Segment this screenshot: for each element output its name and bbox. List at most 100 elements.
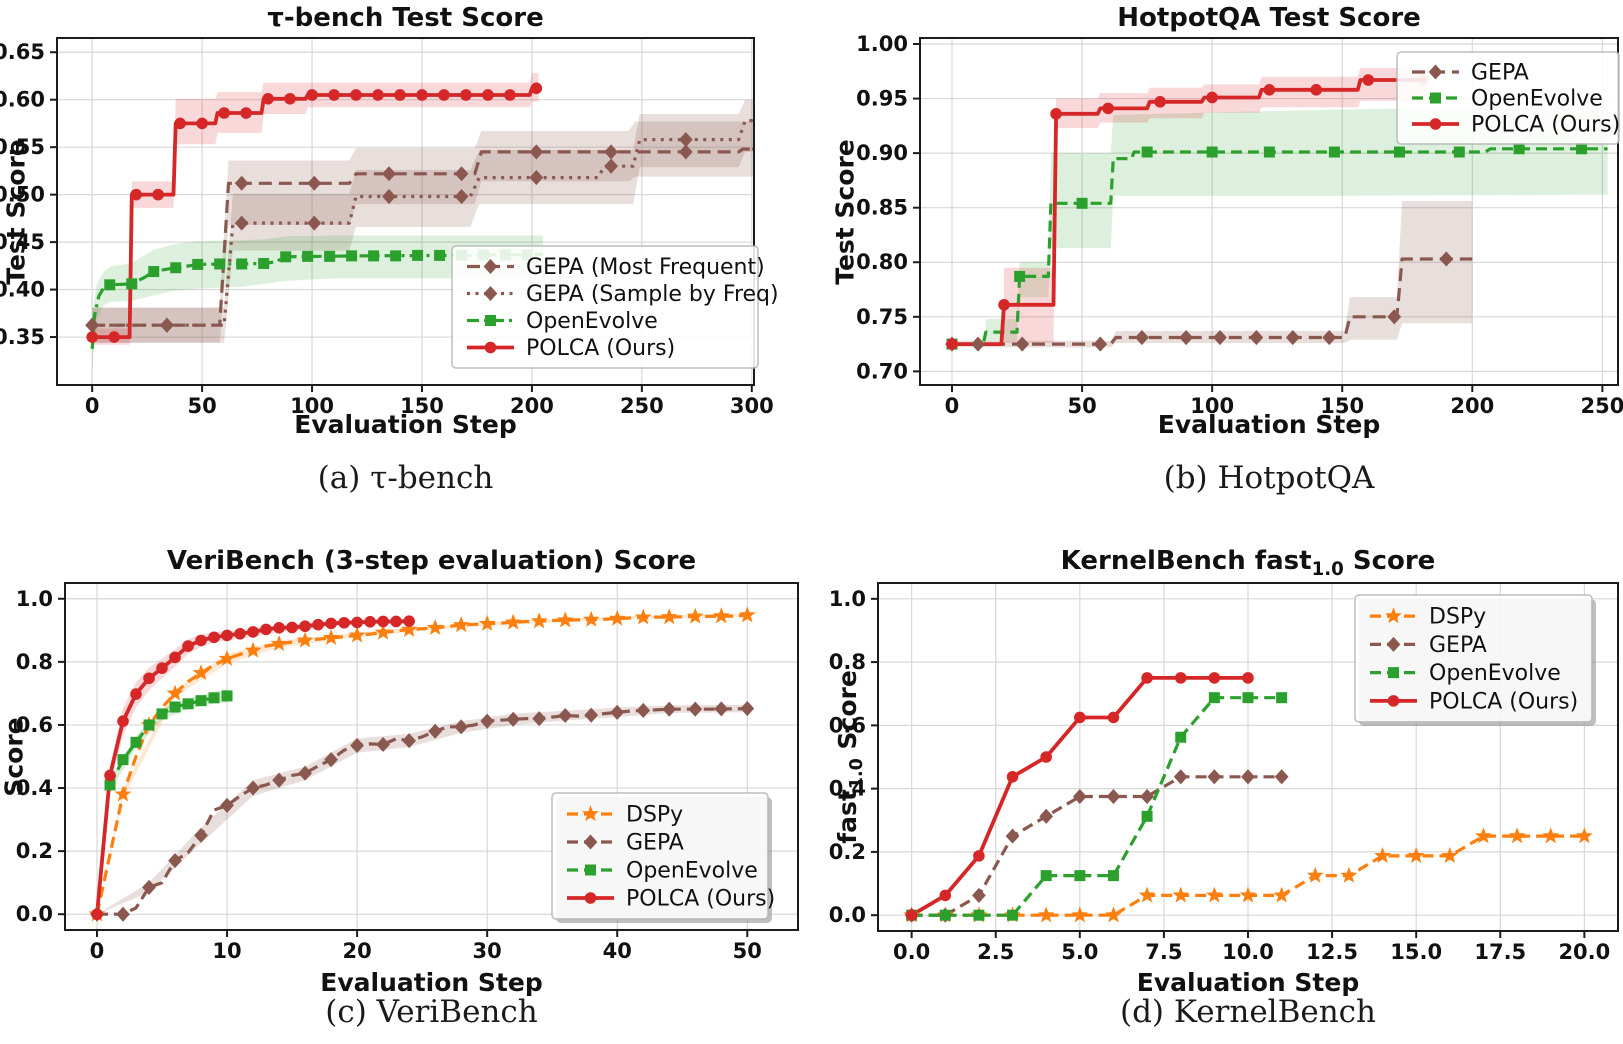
data-point-marker bbox=[1387, 309, 1402, 325]
ylabel-subscript: 1.0 bbox=[847, 758, 867, 790]
data-point-marker bbox=[1208, 672, 1221, 684]
data-point-marker bbox=[1306, 866, 1324, 883]
series-line bbox=[911, 696, 1282, 917]
y-tick-label: 0.0 bbox=[829, 903, 866, 927]
data-point-marker bbox=[1208, 692, 1220, 704]
x-tick-label: 0.0 bbox=[893, 940, 930, 964]
x-axis-label: Evaluation Step bbox=[1136, 968, 1360, 997]
series-line bbox=[92, 119, 754, 327]
series-markers bbox=[88, 606, 756, 922]
confidence-band bbox=[92, 235, 543, 370]
data-point-marker bbox=[939, 909, 951, 921]
legend-label: GEPA bbox=[626, 831, 684, 856]
x-tick-label: 17.5 bbox=[1474, 940, 1526, 964]
data-point-marker bbox=[1407, 847, 1425, 864]
data-point-marker bbox=[582, 805, 599, 822]
data-point-marker bbox=[532, 711, 547, 727]
data-point-marker bbox=[1039, 808, 1054, 824]
data-point-marker bbox=[714, 701, 729, 717]
legend-label: DSPy bbox=[1429, 605, 1486, 630]
data-point-marker bbox=[1105, 906, 1122, 923]
title-subscript: 1.0 bbox=[1311, 559, 1344, 581]
axis-ticks: 0 50 100 150 200 250 0.70 0.75 0.80 0.85 0.90 0.95 1… bbox=[856, 32, 1623, 418]
data-point-marker bbox=[460, 89, 472, 101]
legend-label: POLCA (Ours) bbox=[526, 336, 675, 361]
data-point-marker bbox=[529, 144, 544, 160]
y-tick-label: 0.65 bbox=[0, 40, 45, 64]
x-tick-label: 40 bbox=[603, 939, 632, 963]
axis-ticks: 0 50 100 150 200 250 300 0.35 0.40 0.45 0.50 0.55 0.… bbox=[0, 40, 774, 418]
data-point-marker bbox=[220, 797, 234, 813]
data-point-marker bbox=[529, 170, 544, 186]
data-point-marker bbox=[152, 188, 164, 201]
data-point-marker bbox=[1107, 711, 1120, 724]
y-tick-label: 0.80 bbox=[856, 250, 908, 274]
data-point-marker bbox=[306, 89, 318, 101]
data-point-marker bbox=[130, 736, 142, 748]
data-point-marker bbox=[156, 708, 168, 720]
x-tick-label: 200 bbox=[1450, 394, 1494, 418]
x-axis-label: Evaluation Step bbox=[1157, 410, 1381, 439]
data-point-marker bbox=[244, 641, 262, 658]
data-point-marker bbox=[374, 623, 392, 640]
x-tick-label: 0 bbox=[945, 394, 960, 418]
y-tick-label: 0.2 bbox=[16, 839, 53, 863]
y-tick-label: 0.4 bbox=[16, 776, 53, 800]
data-point-marker bbox=[390, 615, 402, 628]
data-point-marker bbox=[1175, 731, 1187, 743]
x-tick-label: 5.0 bbox=[1061, 940, 1098, 964]
data-point-marker bbox=[218, 107, 230, 119]
data-point-marker bbox=[382, 189, 396, 205]
data-point-marker bbox=[452, 616, 470, 633]
data-point-marker bbox=[246, 780, 260, 796]
data-point-marker bbox=[1173, 769, 1188, 785]
data-point-marker bbox=[905, 909, 918, 921]
data-point-marker bbox=[1106, 789, 1121, 805]
y-tick-label: 0.8 bbox=[829, 650, 866, 674]
data-point-marker bbox=[169, 651, 181, 664]
data-point-marker bbox=[1239, 886, 1257, 903]
data-point-marker bbox=[377, 615, 389, 628]
series-markers bbox=[906, 692, 1288, 921]
data-point-marker bbox=[438, 89, 450, 101]
data-point-marker bbox=[1276, 692, 1288, 704]
x-tick-label: 200 bbox=[510, 394, 554, 418]
data-point-marker bbox=[1453, 146, 1465, 158]
y-axis-label: Test Score bbox=[1, 138, 31, 285]
data-point-marker bbox=[1037, 906, 1055, 923]
data-point-marker bbox=[403, 615, 415, 627]
data-point-marker bbox=[1374, 847, 1391, 864]
y-axis-label: Test Score bbox=[830, 138, 860, 285]
veribench-plot: 0 10 20 30 40 50 0.0 0.2 0.4 0.6 0.8 1.0 DSPy GEPA Ope… bbox=[16, 582, 799, 963]
x-tick-label: 100 bbox=[1190, 394, 1234, 418]
data-point-marker bbox=[1249, 329, 1264, 346]
data-point-marker bbox=[973, 909, 985, 921]
confidence-band bbox=[92, 73, 539, 345]
data-point-marker bbox=[1014, 270, 1026, 282]
data-point-marker bbox=[168, 853, 182, 869]
legend-label: GEPA bbox=[1471, 61, 1529, 86]
data-point-marker bbox=[247, 626, 259, 638]
x-tick-label: 300 bbox=[730, 394, 774, 418]
data-point-marker bbox=[556, 611, 574, 628]
subfigure-caption: (b) HotpotQA bbox=[1163, 460, 1375, 496]
data-point-marker bbox=[1093, 336, 1108, 352]
data-point-marker bbox=[208, 692, 220, 704]
x-tick-label: 10 bbox=[212, 939, 241, 963]
x-tick-label: 20.0 bbox=[1558, 940, 1610, 964]
data-point-marker bbox=[1015, 336, 1030, 352]
data-point-marker bbox=[610, 704, 625, 720]
data-point-marker bbox=[234, 627, 246, 640]
data-point-marker bbox=[1179, 329, 1194, 346]
data-point-marker bbox=[166, 684, 184, 701]
series-markers bbox=[904, 769, 1289, 923]
series-line bbox=[952, 78, 1426, 346]
data-point-marker bbox=[1071, 906, 1089, 923]
x-axis-label: Evaluation Step bbox=[294, 410, 517, 439]
data-point-marker bbox=[142, 879, 156, 895]
legend: GEPA (Most Frequent)GEPA (Sample by Freq… bbox=[451, 245, 779, 369]
data-point-marker bbox=[583, 834, 598, 850]
data-point-marker bbox=[221, 690, 233, 702]
series-markers bbox=[905, 672, 1254, 921]
